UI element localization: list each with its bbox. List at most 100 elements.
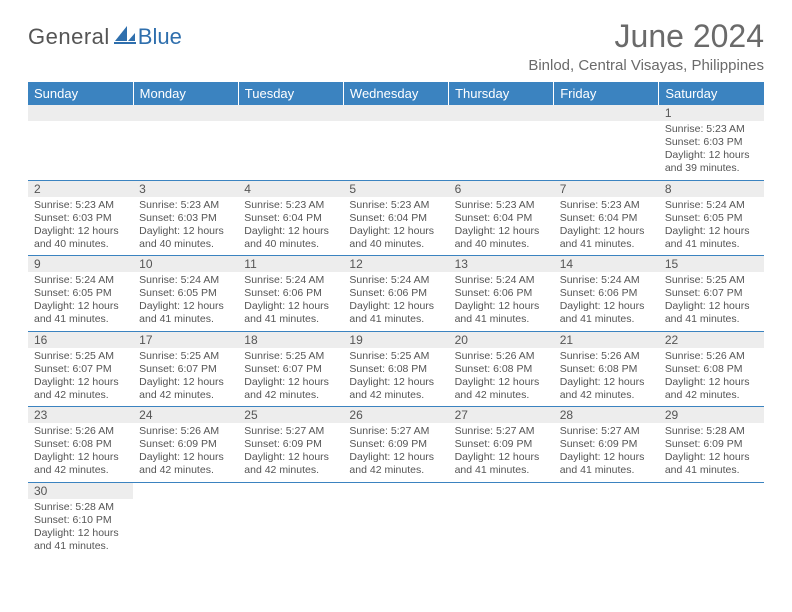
calendar-cell: [133, 482, 238, 557]
calendar-row: 16Sunrise: 5:25 AMSunset: 6:07 PMDayligh…: [28, 331, 764, 407]
day-number: 14: [554, 256, 659, 272]
location-subtitle: Binlod, Central Visayas, Philippines: [528, 57, 764, 74]
calendar-cell: [133, 105, 238, 180]
weekday-header: Tuesday: [238, 82, 343, 105]
title-block: June 2024 Binlod, Central Visayas, Phili…: [528, 18, 764, 74]
day-number: 24: [133, 407, 238, 423]
day-number: 20: [449, 332, 554, 348]
day-number: 26: [343, 407, 448, 423]
calendar-cell: [343, 105, 448, 180]
page-title: June 2024: [528, 18, 764, 55]
day-number: 16: [28, 332, 133, 348]
calendar-cell: 29Sunrise: 5:28 AMSunset: 6:09 PMDayligh…: [659, 407, 764, 483]
day-details: Sunrise: 5:27 AMSunset: 6:09 PMDaylight:…: [343, 423, 448, 482]
empty-day-bar: [554, 105, 659, 121]
brand-logo: General Blue: [28, 24, 182, 50]
day-details: Sunrise: 5:27 AMSunset: 6:09 PMDaylight:…: [449, 423, 554, 482]
calendar-cell: 5Sunrise: 5:23 AMSunset: 6:04 PMDaylight…: [343, 180, 448, 256]
day-details: Sunrise: 5:27 AMSunset: 6:09 PMDaylight:…: [554, 423, 659, 482]
calendar-cell: [554, 482, 659, 557]
weekday-header-row: SundayMondayTuesdayWednesdayThursdayFrid…: [28, 82, 764, 105]
day-number: 4: [238, 181, 343, 197]
calendar-cell: 11Sunrise: 5:24 AMSunset: 6:06 PMDayligh…: [238, 256, 343, 332]
day-number: 22: [659, 332, 764, 348]
empty-day-bar: [28, 105, 133, 121]
calendar-cell: [238, 105, 343, 180]
day-number: 8: [659, 181, 764, 197]
day-number: 30: [28, 483, 133, 499]
day-details: Sunrise: 5:23 AMSunset: 6:04 PMDaylight:…: [343, 197, 448, 256]
day-details: Sunrise: 5:26 AMSunset: 6:09 PMDaylight:…: [133, 423, 238, 482]
weekday-header: Saturday: [659, 82, 764, 105]
day-number: 25: [238, 407, 343, 423]
weekday-header: Sunday: [28, 82, 133, 105]
calendar-cell: 26Sunrise: 5:27 AMSunset: 6:09 PMDayligh…: [343, 407, 448, 483]
day-number: 21: [554, 332, 659, 348]
calendar-cell: 1Sunrise: 5:23 AMSunset: 6:03 PMDaylight…: [659, 105, 764, 180]
day-details: Sunrise: 5:28 AMSunset: 6:10 PMDaylight:…: [28, 499, 133, 558]
calendar-cell: 28Sunrise: 5:27 AMSunset: 6:09 PMDayligh…: [554, 407, 659, 483]
brand-general-text: General: [28, 24, 110, 50]
day-number: 9: [28, 256, 133, 272]
brand-blue-text: Blue: [138, 24, 182, 50]
header: General Blue June 2024 Binlod, Central V…: [28, 18, 764, 74]
calendar-cell: 21Sunrise: 5:26 AMSunset: 6:08 PMDayligh…: [554, 331, 659, 407]
calendar-cell: [659, 482, 764, 557]
calendar-cell: 7Sunrise: 5:23 AMSunset: 6:04 PMDaylight…: [554, 180, 659, 256]
weekday-header: Monday: [133, 82, 238, 105]
day-number: 29: [659, 407, 764, 423]
day-number: 28: [554, 407, 659, 423]
empty-day-bar: [238, 105, 343, 121]
day-number: 27: [449, 407, 554, 423]
day-details: Sunrise: 5:26 AMSunset: 6:08 PMDaylight:…: [554, 348, 659, 407]
day-details: Sunrise: 5:23 AMSunset: 6:04 PMDaylight:…: [554, 197, 659, 256]
calendar-cell: [449, 482, 554, 557]
day-details: Sunrise: 5:25 AMSunset: 6:07 PMDaylight:…: [238, 348, 343, 407]
day-number: 6: [449, 181, 554, 197]
day-details: Sunrise: 5:25 AMSunset: 6:07 PMDaylight:…: [28, 348, 133, 407]
calendar-cell: [554, 105, 659, 180]
day-details: Sunrise: 5:23 AMSunset: 6:03 PMDaylight:…: [133, 197, 238, 256]
day-details: Sunrise: 5:27 AMSunset: 6:09 PMDaylight:…: [238, 423, 343, 482]
calendar-cell: 20Sunrise: 5:26 AMSunset: 6:08 PMDayligh…: [449, 331, 554, 407]
calendar-cell: 23Sunrise: 5:26 AMSunset: 6:08 PMDayligh…: [28, 407, 133, 483]
calendar-table: SundayMondayTuesdayWednesdayThursdayFrid…: [28, 82, 764, 557]
calendar-cell: 12Sunrise: 5:24 AMSunset: 6:06 PMDayligh…: [343, 256, 448, 332]
day-number: 13: [449, 256, 554, 272]
brand-sail-icon: [114, 25, 136, 50]
day-details: Sunrise: 5:25 AMSunset: 6:07 PMDaylight:…: [659, 272, 764, 331]
calendar-cell: 22Sunrise: 5:26 AMSunset: 6:08 PMDayligh…: [659, 331, 764, 407]
empty-day-bar: [449, 105, 554, 121]
day-number: 19: [343, 332, 448, 348]
calendar-cell: 25Sunrise: 5:27 AMSunset: 6:09 PMDayligh…: [238, 407, 343, 483]
day-details: Sunrise: 5:24 AMSunset: 6:06 PMDaylight:…: [449, 272, 554, 331]
empty-day-bar: [133, 105, 238, 121]
calendar-cell: 3Sunrise: 5:23 AMSunset: 6:03 PMDaylight…: [133, 180, 238, 256]
calendar-cell: 10Sunrise: 5:24 AMSunset: 6:05 PMDayligh…: [133, 256, 238, 332]
day-number: 23: [28, 407, 133, 423]
day-details: Sunrise: 5:24 AMSunset: 6:06 PMDaylight:…: [554, 272, 659, 331]
calendar-cell: 8Sunrise: 5:24 AMSunset: 6:05 PMDaylight…: [659, 180, 764, 256]
calendar-cell: 17Sunrise: 5:25 AMSunset: 6:07 PMDayligh…: [133, 331, 238, 407]
day-details: Sunrise: 5:25 AMSunset: 6:08 PMDaylight:…: [343, 348, 448, 407]
calendar-cell: 19Sunrise: 5:25 AMSunset: 6:08 PMDayligh…: [343, 331, 448, 407]
day-number: 11: [238, 256, 343, 272]
weekday-header: Wednesday: [343, 82, 448, 105]
day-details: Sunrise: 5:24 AMSunset: 6:05 PMDaylight:…: [28, 272, 133, 331]
day-details: Sunrise: 5:26 AMSunset: 6:08 PMDaylight:…: [659, 348, 764, 407]
day-details: Sunrise: 5:28 AMSunset: 6:09 PMDaylight:…: [659, 423, 764, 482]
calendar-cell: 30Sunrise: 5:28 AMSunset: 6:10 PMDayligh…: [28, 482, 133, 557]
day-details: Sunrise: 5:26 AMSunset: 6:08 PMDaylight:…: [449, 348, 554, 407]
day-number: 10: [133, 256, 238, 272]
day-details: Sunrise: 5:23 AMSunset: 6:03 PMDaylight:…: [28, 197, 133, 256]
empty-day-bar: [343, 105, 448, 121]
calendar-cell: 16Sunrise: 5:25 AMSunset: 6:07 PMDayligh…: [28, 331, 133, 407]
calendar-cell: 6Sunrise: 5:23 AMSunset: 6:04 PMDaylight…: [449, 180, 554, 256]
calendar-cell: 4Sunrise: 5:23 AMSunset: 6:04 PMDaylight…: [238, 180, 343, 256]
day-number: 3: [133, 181, 238, 197]
day-details: Sunrise: 5:26 AMSunset: 6:08 PMDaylight:…: [28, 423, 133, 482]
day-number: 2: [28, 181, 133, 197]
calendar-cell: 24Sunrise: 5:26 AMSunset: 6:09 PMDayligh…: [133, 407, 238, 483]
calendar-cell: 15Sunrise: 5:25 AMSunset: 6:07 PMDayligh…: [659, 256, 764, 332]
calendar-body: 1Sunrise: 5:23 AMSunset: 6:03 PMDaylight…: [28, 105, 764, 557]
